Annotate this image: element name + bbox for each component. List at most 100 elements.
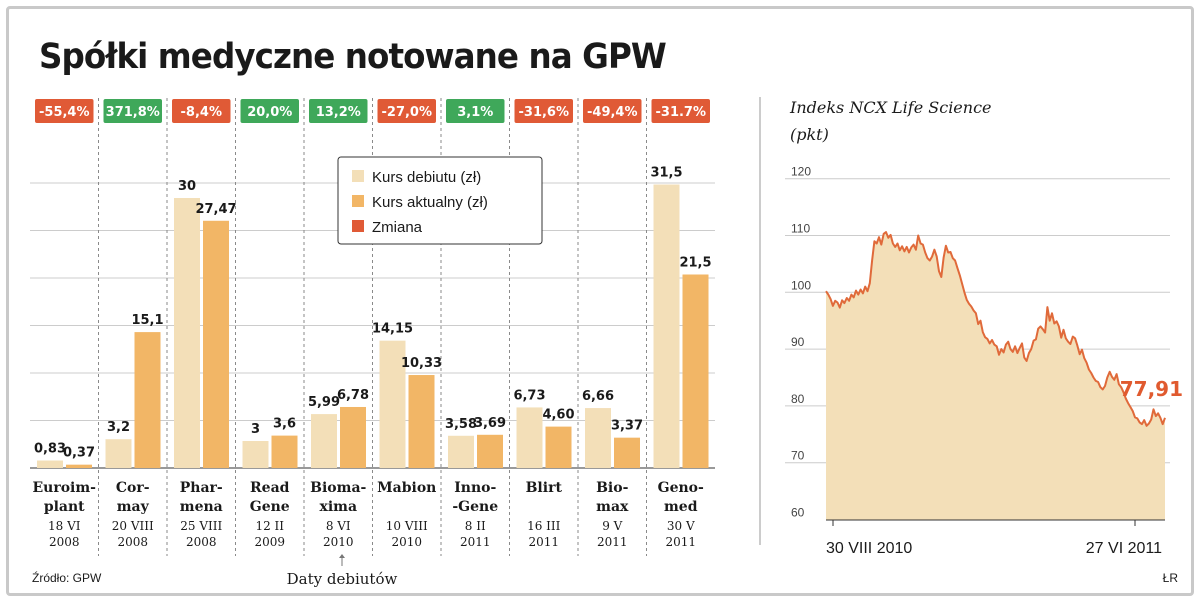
debut-date: 2010 — [323, 535, 354, 549]
bar-debut-value-label: 5,99 — [308, 395, 340, 410]
debut-date: 10 VIII — [386, 519, 428, 533]
debut-date: 2010 — [391, 535, 422, 549]
bar-debut — [448, 435, 474, 468]
bar-current — [340, 406, 366, 468]
bar-current-value-label: 0,37 — [63, 446, 95, 461]
legend-label-debut: Kurs debiutu (zł) — [372, 169, 481, 186]
page-title: Spółki medyczne notowane na GPW — [39, 37, 667, 77]
change-badge — [309, 99, 368, 123]
bar-debut — [242, 441, 269, 468]
company-name: may — [117, 499, 150, 515]
company-name: Euroim- — [32, 480, 96, 496]
company-name: Read — [250, 480, 290, 496]
company-name: Blirt — [526, 480, 563, 496]
bar-debut — [174, 198, 200, 468]
change-badge — [35, 99, 94, 123]
bar-current-value-label: 21,5 — [679, 256, 711, 271]
bar-debut — [311, 414, 337, 468]
debut-date: 18 VI — [48, 519, 81, 533]
debut-date: 12 II — [255, 519, 284, 533]
legend-swatch-debut — [352, 170, 364, 182]
bar-chart: -55,4% 371,8% -8,4% 20,0% 13,2% -27,0% 3,1% -31… — [30, 98, 715, 588]
company-name: Cor- — [116, 480, 150, 496]
bar-current-value-label: 4,60 — [542, 408, 574, 423]
debut-date: 2011 — [528, 535, 559, 549]
bar-current-value-label: 10,33 — [401, 356, 442, 371]
bar-debut-value-label: 3 — [251, 422, 260, 437]
company-name: Inno- — [454, 480, 496, 496]
bar-current-value-label: 3,69 — [474, 416, 506, 431]
company-name: max — [596, 499, 629, 515]
company-name: Geno- — [658, 480, 704, 496]
change-badges: -55,4% 371,8% -8,4% 20,0% 13,2% -27,0% 3,1% -31… — [35, 99, 710, 123]
debut-date: 25 VIII — [180, 519, 222, 533]
chart-legend: Kurs debiutu (zł) Kurs aktualny (zł) Zmi… — [337, 156, 543, 245]
bar-debut — [516, 407, 543, 468]
bar-current — [477, 434, 503, 468]
bar-debut — [105, 439, 132, 468]
bar-current-value-label: 6,78 — [337, 388, 369, 403]
change-badge-label: 20,0% — [247, 105, 292, 120]
bar-current — [545, 426, 572, 468]
legend-box — [337, 156, 543, 245]
company-name: xima — [319, 499, 357, 515]
change-badge — [583, 99, 642, 123]
legend-label-change: Zmiana — [372, 219, 423, 236]
debut-date: 30 V — [667, 519, 695, 533]
bar-current-value-label: 3,37 — [611, 419, 643, 434]
bar-current-value-label: 15,1 — [131, 313, 163, 328]
change-badge-label: 3,1% — [457, 105, 493, 120]
debut-note-arrowhead — [339, 554, 345, 558]
debut-date: 16 III — [527, 519, 561, 533]
company-name: plant — [44, 499, 85, 515]
source-label: Źródło: GPW — [32, 570, 102, 585]
change-badge — [103, 99, 162, 123]
change-badge — [651, 99, 710, 123]
company-name: Gene — [250, 499, 290, 515]
change-badge-label: -55,4% — [39, 105, 90, 120]
bar-debut-value-label: 3,58 — [445, 417, 477, 432]
debut-date: 8 VI — [326, 519, 351, 533]
company-name: Bioma- — [310, 480, 366, 496]
bar-debut-value-label: 6,73 — [513, 388, 545, 403]
bar-current — [66, 464, 92, 468]
debut-date: 20 VIII — [112, 519, 154, 533]
debut-date: 2008 — [117, 535, 148, 549]
company-name: -Gene — [452, 499, 498, 515]
company-name: Phar- — [180, 480, 223, 496]
bar-value-labels: 0,830,37 3,2 15,1 30 27,47 3 3,6 5,996,78 14,15 1… — [34, 166, 712, 461]
legend-label-current: Kurs aktualny (zł) — [372, 194, 488, 211]
bar-debut — [585, 408, 611, 468]
debut-date: 2008 — [49, 535, 80, 549]
bar-debut-value-label: 6,66 — [582, 389, 614, 404]
company-name: med — [664, 499, 698, 515]
bar-current — [271, 435, 298, 468]
company-name: Bio- — [596, 480, 628, 496]
company-name: Mabion — [377, 480, 436, 496]
bar-series — [37, 184, 709, 468]
change-badge-label: -8,4% — [181, 105, 222, 120]
debut-date: 2009 — [254, 535, 285, 549]
change-badge — [514, 99, 573, 123]
bar-debut-value-label: 0,83 — [34, 442, 66, 457]
debut-date: 2008 — [186, 535, 217, 549]
change-badge — [172, 99, 231, 123]
bar-debut-value-label: 3,2 — [107, 420, 130, 435]
debut-note: Daty debiutów — [287, 570, 398, 588]
change-badge-label: -31,6% — [519, 105, 570, 120]
change-badge-label: 371,8% — [106, 105, 160, 120]
bar-debut-value-label: 14,15 — [372, 322, 413, 337]
bar-debut-value-label: 30 — [178, 179, 196, 194]
bar-current — [682, 274, 709, 468]
bar-current-value-label: 27,47 — [195, 202, 236, 217]
change-badge — [446, 99, 505, 123]
legend-swatch-current — [352, 195, 364, 207]
debut-date: 8 II — [465, 519, 486, 533]
change-badge-label: -27,0% — [382, 105, 433, 120]
bar-debut-value-label: 31,5 — [650, 166, 682, 181]
debut-date: 2011 — [460, 535, 491, 549]
change-badge-label: 13,2% — [316, 105, 361, 120]
debut-date: 2011 — [665, 535, 696, 549]
company-name: mena — [180, 499, 223, 515]
change-badge — [377, 99, 436, 123]
